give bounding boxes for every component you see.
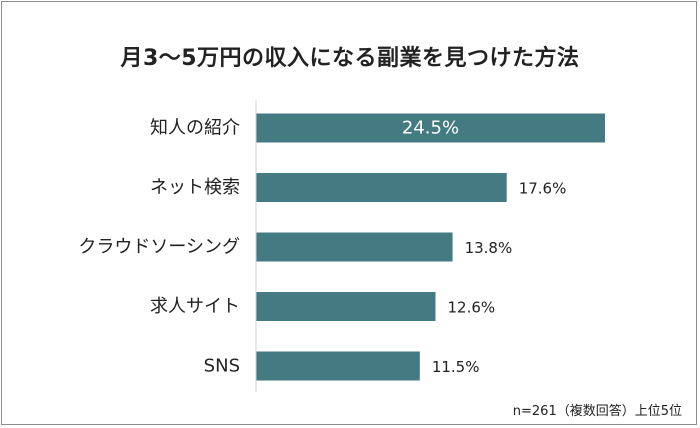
sample-note: n=261（複数回答）上位5位 <box>512 404 682 419</box>
value-label: 17.6% <box>519 180 567 198</box>
category-label: 知人の紹介 <box>150 118 240 139</box>
value-label: 24.5% <box>402 118 459 139</box>
value-label: 12.6% <box>447 299 495 317</box>
category-label: SNS <box>204 356 240 377</box>
bar <box>256 292 436 321</box>
bar <box>256 351 420 381</box>
category-label: 求人サイト <box>150 296 240 317</box>
value-label: 13.8% <box>465 239 513 257</box>
bar <box>256 232 453 262</box>
value-label: 11.5% <box>432 358 480 376</box>
bar <box>256 113 605 143</box>
bars-group: 知人の紹介 24.5% ネット検索 17.6% クラウドソーシング 13.8% 求人サイト 1… <box>78 113 605 381</box>
category-label: クラウドソーシング <box>78 237 240 258</box>
category-label: ネット検索 <box>150 177 240 198</box>
chart-title: 月3～5万円の収入になる副業を見つけた方法 <box>120 46 580 71</box>
bar <box>256 173 507 202</box>
